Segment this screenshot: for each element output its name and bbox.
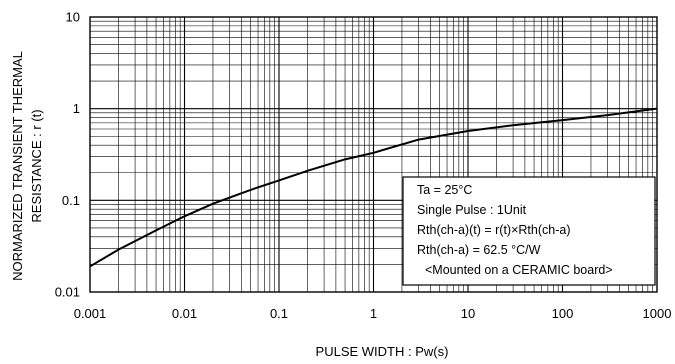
x-axis-label: PULSE WIDTH : Pw(s)	[316, 344, 449, 359]
annotation-line-2: Single Pulse : 1Unit	[417, 203, 527, 217]
annotation-line-1: Ta = 25°C	[417, 183, 472, 197]
x-tick-label: 0.1	[270, 306, 288, 321]
y-tick-label: 0.01	[55, 285, 80, 300]
x-tick-label: 10	[461, 306, 475, 321]
x-tick-label: 0.001	[74, 306, 107, 321]
x-tick-labels: 0.001 0.01 0.1 1 10 100 1000	[74, 306, 672, 321]
x-tick-label: 0.01	[172, 306, 197, 321]
x-tick-label: 100	[552, 306, 574, 321]
y-tick-label: 0.1	[62, 193, 80, 208]
y-axis-label-line-1: NORMARIZED TRANSIENT THERMAL	[10, 51, 25, 281]
annotation-box: Ta = 25°C Single Pulse : 1Unit Rth(ch-a)…	[402, 176, 656, 286]
y-tick-label: 1	[73, 101, 80, 116]
x-tick-label: 1000	[643, 306, 672, 321]
annotation-line-3: Rth(ch-a)(t) = r(t)×Rth(ch-a)	[417, 223, 571, 237]
series-line	[89, 107, 658, 268]
y-tick-label: 10	[66, 10, 80, 25]
y-tick-labels: 0.01 0.1 1 10	[55, 10, 80, 300]
annotation-line-4: Rth(ch-a) = 62.5 °C/W	[417, 243, 541, 257]
plot-frame	[89, 16, 658, 293]
x-tick-label: 1	[370, 306, 377, 321]
y-axis-label-line-2: RESISTANCE : r (t)	[29, 109, 44, 222]
annotation-line-5: <Mounted on a CERAMIC board>	[425, 263, 613, 277]
